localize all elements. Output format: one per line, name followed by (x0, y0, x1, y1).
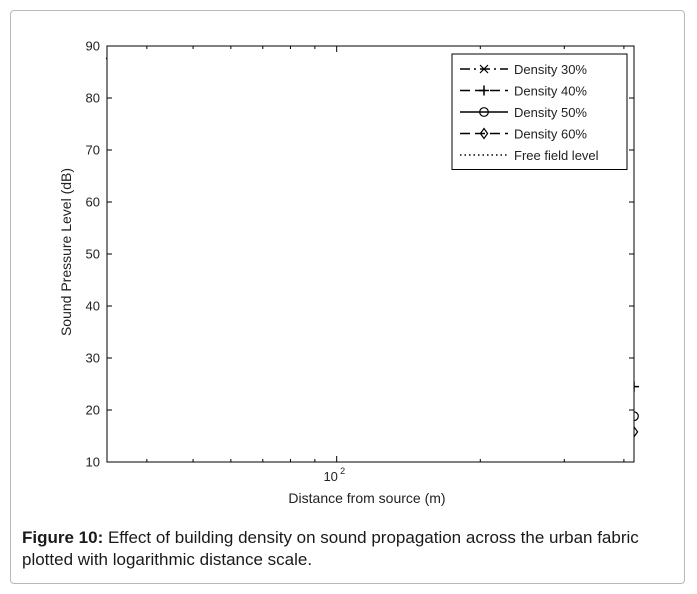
x-tick-label: 10 (323, 469, 337, 484)
figure-caption-text: Effect of building density on sound prop… (22, 528, 639, 569)
y-tick-label: 80 (86, 91, 100, 106)
legend-marker (479, 107, 489, 117)
figure-caption: Figure 10: Effect of building density on… (22, 527, 672, 571)
figure-caption-label: Figure 10: (22, 528, 104, 547)
legend-entry: Density 60% (514, 127, 587, 142)
y-tick-label: 90 (86, 39, 100, 54)
x-tick-exponent: 2 (340, 466, 345, 476)
y-axis-label: Sound Pressure Level (dB) (58, 168, 74, 336)
legend-entry: Free field level (514, 148, 599, 163)
legend-marker (479, 85, 489, 96)
y-tick-label: 20 (86, 403, 100, 418)
y-tick-label: 40 (86, 299, 100, 314)
y-tick-label: 10 (86, 455, 100, 470)
y-tick-label: 30 (86, 351, 100, 366)
legend-marker (479, 127, 489, 140)
legend: Density 30% Density 40% Density 50% Density… (451, 53, 628, 170)
y-tick-label: 50 (86, 247, 100, 262)
legend-entry: Density 40% (514, 84, 587, 99)
y-tick-label: 70 (86, 143, 100, 158)
x-axis-label: Distance from source (m) (288, 490, 445, 506)
legend-entry: Density 30% (514, 62, 587, 77)
y-tick-label: 60 (86, 195, 100, 210)
legend-marker (479, 64, 489, 74)
legend-entry: Density 50% (514, 105, 587, 120)
